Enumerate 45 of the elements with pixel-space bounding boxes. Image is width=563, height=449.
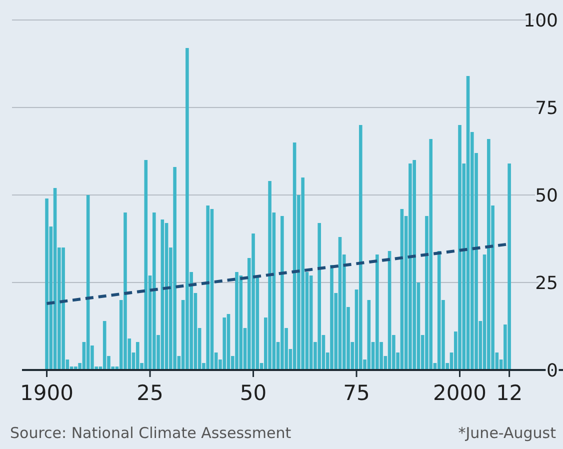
bar bbox=[458, 125, 462, 370]
x-tick-label: 50 bbox=[240, 381, 267, 405]
bar bbox=[429, 139, 432, 370]
y-tick-label: 75 bbox=[535, 98, 558, 119]
bar bbox=[173, 167, 176, 370]
bar bbox=[144, 160, 148, 370]
bar bbox=[53, 188, 57, 370]
bar bbox=[367, 300, 371, 370]
bar bbox=[186, 48, 189, 370]
bar bbox=[45, 198, 48, 370]
bar bbox=[301, 178, 304, 370]
bar bbox=[309, 276, 313, 370]
bar bbox=[508, 164, 511, 370]
bar bbox=[239, 276, 243, 370]
bar bbox=[222, 318, 226, 370]
y-tick-label: 50 bbox=[535, 185, 558, 206]
x-tick-label: 75 bbox=[343, 381, 370, 405]
bar bbox=[152, 212, 156, 370]
bar bbox=[487, 139, 490, 370]
x-tick-label: 25 bbox=[136, 381, 164, 405]
bar bbox=[210, 209, 214, 370]
bar bbox=[235, 272, 238, 370]
bar bbox=[318, 223, 321, 370]
y-tick-label: 100 bbox=[524, 10, 558, 32]
bar bbox=[206, 206, 210, 370]
bar bbox=[124, 212, 127, 370]
bar bbox=[437, 251, 441, 370]
bar bbox=[408, 164, 412, 370]
bar bbox=[412, 160, 416, 370]
bar bbox=[62, 248, 65, 370]
x-tick-label: 12 bbox=[496, 381, 523, 405]
source-note: Source: National Climate Assessment bbox=[10, 424, 292, 442]
bar bbox=[466, 76, 470, 370]
x-tick-label: 2000 bbox=[433, 381, 486, 405]
text: *June-August bbox=[458, 424, 556, 442]
y-tick-label: 25 bbox=[535, 272, 558, 294]
bar bbox=[338, 237, 342, 370]
bar bbox=[280, 216, 284, 370]
bar bbox=[358, 125, 362, 370]
bar bbox=[252, 234, 255, 370]
bar bbox=[330, 265, 334, 370]
bar bbox=[376, 254, 379, 370]
bar bbox=[136, 342, 140, 370]
x-tick-label: 1900 bbox=[20, 381, 74, 405]
bar bbox=[268, 181, 272, 370]
